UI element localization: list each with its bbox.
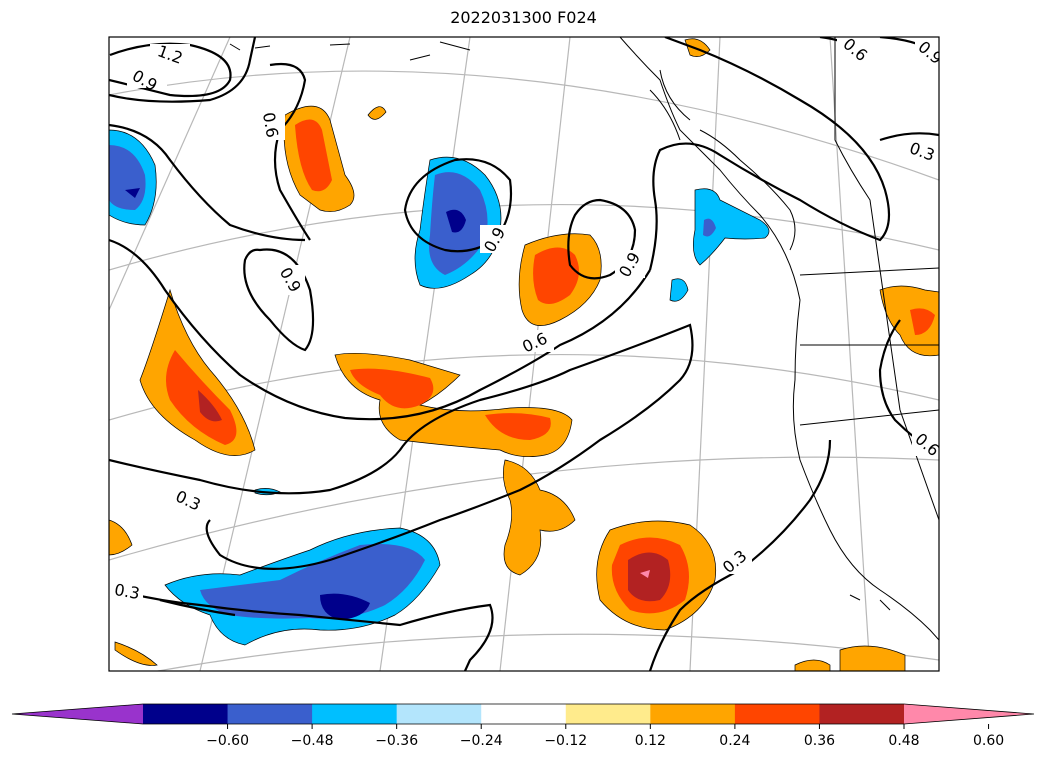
cool-area (693, 188, 770, 266)
warm-area (879, 285, 939, 357)
warm-area (295, 119, 332, 192)
colorbar-outline (11, 703, 1035, 725)
colorbar-tick-label: −0.60 (206, 733, 249, 749)
positive-regions (109, 38, 939, 671)
cool-area (703, 218, 716, 237)
cool-area (669, 278, 689, 302)
warm-area (367, 106, 387, 120)
coastlines (229, 37, 939, 641)
colorbar-tick-label: −0.48 (291, 733, 334, 749)
colorbar-tick-label: 0.12 (635, 733, 666, 749)
warm-area (910, 308, 935, 335)
colorbar-tick-label: −0.36 (375, 733, 418, 749)
cool-area (125, 188, 140, 198)
colorbar-tick-label: −0.24 (460, 733, 503, 749)
colorbar-swatch (819, 704, 905, 724)
warm-area (350, 368, 434, 409)
colorbar-swatch (565, 704, 651, 724)
colorbar-swatch (312, 704, 398, 724)
warm-area (503, 459, 576, 576)
map-frame (108, 36, 940, 672)
colorbar-tick-label: 0.24 (719, 733, 750, 749)
cool-area (320, 593, 370, 620)
colorbar-swatch (650, 704, 736, 724)
warm-area (114, 641, 158, 666)
contour-label: 0.3 (113, 580, 141, 603)
warm-area (684, 38, 711, 57)
warm-area (839, 645, 906, 671)
warm-area (198, 390, 222, 422)
warm-area (640, 570, 650, 578)
warm-area (485, 413, 551, 440)
colorbar-tick-label: 0.48 (888, 733, 919, 749)
colorbar-swatch (396, 704, 482, 724)
map-title: 2022031300 F024 (450, 8, 597, 27)
colorbar-swatch (734, 704, 820, 724)
cool-area (200, 544, 425, 619)
colorbar-swatch (481, 704, 567, 724)
colorbar-tick-label: 0.36 (804, 733, 835, 749)
colorbar-extend-low (12, 704, 143, 724)
colorbar-swatch (227, 704, 313, 724)
negative-regions (109, 129, 770, 646)
colorbar: −0.60 −0.48 −0.36 −0.24 −0.12 0.12 0.24 0.36 0.4… (11, 703, 1035, 749)
colorbar-tick-label: −0.12 (544, 733, 587, 749)
map-field: 1.2 0.9 0.6 0.9 0.9 0.9 0.6 0.6 0.3 0.9 … (109, 37, 939, 671)
colorbar-tick-label: 0.60 (973, 733, 1004, 749)
warm-area (109, 519, 133, 556)
contour-label: 0.6 (259, 111, 282, 139)
warm-area (533, 247, 579, 304)
warm-area (628, 552, 671, 602)
colorbar-extend-high (904, 704, 1034, 724)
colorbar-swatch (143, 704, 229, 724)
cool-area (446, 209, 466, 233)
contour-labels: 1.2 0.9 0.6 0.9 0.9 0.9 0.6 0.6 0.3 0.9 … (109, 37, 939, 603)
warm-area (794, 659, 831, 671)
